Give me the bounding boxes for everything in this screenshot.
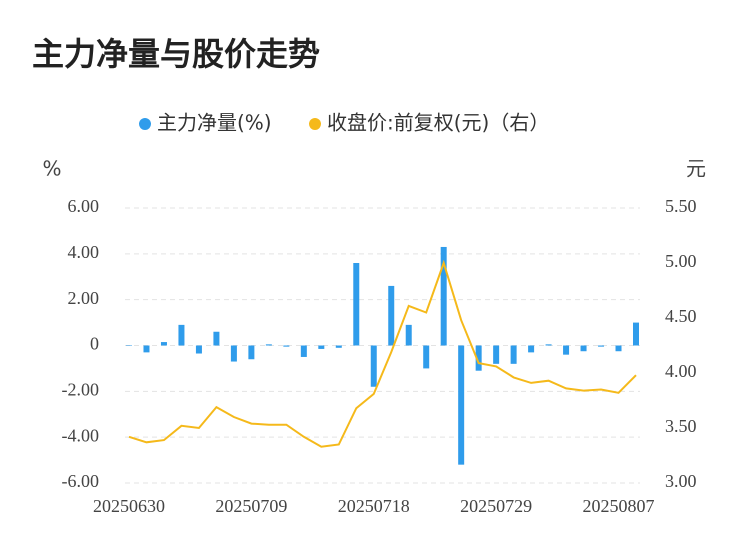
bar: [126, 345, 132, 346]
bar: [528, 345, 535, 353]
bar: [178, 324, 185, 346]
bar: [300, 345, 307, 357]
x-tick-label: 20250729: [460, 496, 532, 516]
bar: [545, 344, 552, 346]
bar: [405, 324, 412, 346]
bar: [598, 345, 605, 347]
y2-tick-label: 3.50: [665, 416, 697, 436]
bar: [440, 246, 447, 346]
legend-swatch: [309, 118, 321, 130]
bar: [213, 331, 220, 346]
price-line: [128, 259, 637, 448]
bar: [370, 345, 377, 387]
bar: [283, 345, 290, 347]
chart-title: 主力净量与股价走势: [32, 35, 320, 73]
y-tick-label: 2.00: [68, 288, 100, 308]
bar: [580, 345, 587, 352]
bar: [335, 345, 342, 348]
bar: [160, 342, 167, 346]
bar: [388, 285, 395, 346]
legend-swatch: [139, 118, 151, 130]
bar: [475, 345, 482, 371]
y2-axis-unit: 元: [686, 157, 706, 181]
y-axis-unit: %: [42, 157, 61, 181]
y2-tick-label: 3.00: [665, 471, 697, 491]
bar: [615, 345, 622, 352]
bar: [318, 345, 325, 349]
x-tick-label: 20250718: [338, 496, 410, 516]
y-tick-label: 4.00: [68, 242, 100, 262]
y-tick-label: -2.00: [62, 379, 100, 399]
x-tick-label: 20250630: [93, 496, 165, 516]
bar: [143, 345, 150, 353]
x-tick-label: 20250709: [215, 496, 287, 516]
bar: [510, 345, 517, 364]
bar: [195, 345, 202, 354]
bar: [633, 322, 639, 346]
bar: [458, 345, 465, 465]
y2-tick-label: 5.00: [665, 251, 697, 271]
y-tick-label: 6.00: [68, 196, 100, 216]
bar: [353, 263, 360, 346]
y-tick-label: -4.00: [62, 425, 100, 445]
bar: [493, 345, 500, 364]
y-tick-label: -6.00: [62, 471, 100, 491]
y2-tick-label: 4.50: [665, 306, 697, 326]
bar: [265, 344, 272, 346]
bar: [423, 345, 430, 369]
y2-tick-label: 4.00: [665, 361, 697, 381]
x-tick-label: 20250807: [583, 496, 655, 516]
legend-label: 收盘价:前复权(元)（右）: [327, 111, 549, 135]
bar: [230, 345, 237, 362]
y-tick-label: 0: [90, 334, 99, 354]
bar: [563, 345, 570, 355]
bar: [248, 345, 255, 360]
legend-label: 主力净量(%): [157, 111, 272, 135]
y2-tick-label: 5.50: [665, 196, 697, 216]
